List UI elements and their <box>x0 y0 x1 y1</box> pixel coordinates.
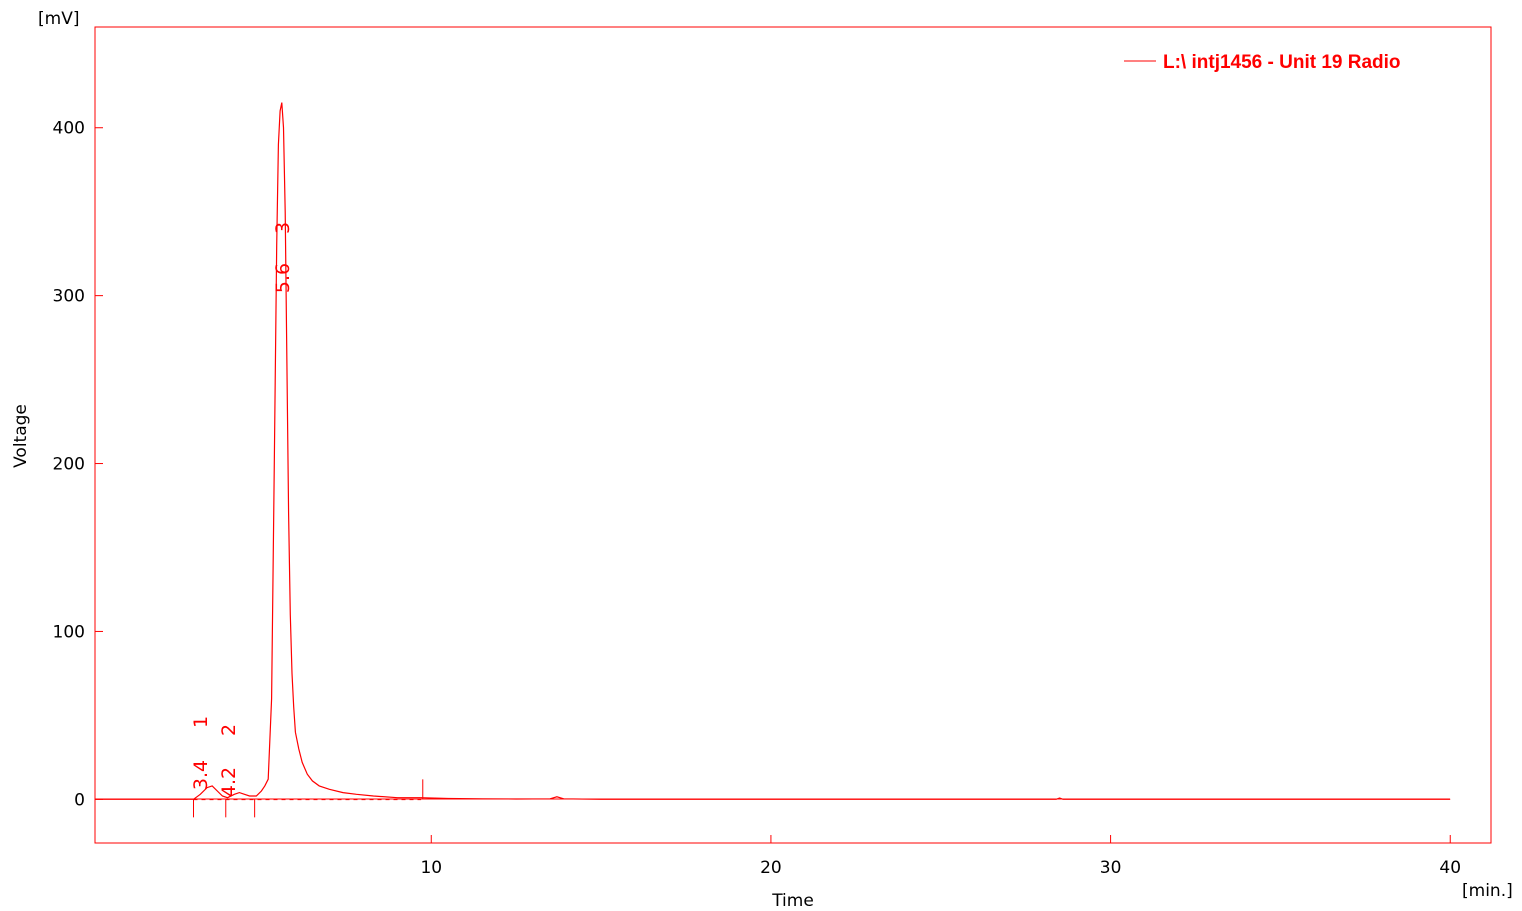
x-tick-label: 40 <box>1439 858 1461 878</box>
x-tick-label: 10 <box>420 858 442 878</box>
peak-time-label: 4.2 <box>218 767 240 797</box>
x-tick-label: 30 <box>1100 858 1122 878</box>
y-tick-label: 0 <box>74 790 85 810</box>
peak-number-label: 3 <box>272 222 294 234</box>
y-tick-label: 400 <box>53 119 85 139</box>
plot-frame <box>94 26 1492 844</box>
peak-number-label: 1 <box>190 716 212 728</box>
peak-time-label: 3.4 <box>190 760 212 790</box>
y-unit-label: [mV] <box>38 9 79 29</box>
x-axis-label: Time <box>771 891 814 911</box>
y-ticks: 0 100 200 300 400 <box>53 119 103 810</box>
legend-series-name: L:\ intj1456 - Unit 19 Radio <box>1163 52 1401 73</box>
x-tick-label: 20 <box>760 858 782 878</box>
y-tick-label: 200 <box>53 455 85 475</box>
y-tick-label: 100 <box>53 622 85 642</box>
legend: L:\ intj1456 - Unit 19 Radio <box>1124 52 1401 73</box>
baseline-marks <box>193 779 424 818</box>
peak-time-label: 5.6 <box>272 263 294 293</box>
peak-number-label: 2 <box>218 724 240 736</box>
y-tick-label: 300 <box>53 287 85 307</box>
x-ticks: 10 20 30 40 <box>420 835 1461 878</box>
peak-labels: 3.4 1 4.2 2 5.6 3 <box>190 222 294 797</box>
signal-trace <box>95 102 1451 800</box>
y-axis-label: Voltage <box>11 404 31 468</box>
x-unit-label: [min.] <box>1462 881 1513 901</box>
